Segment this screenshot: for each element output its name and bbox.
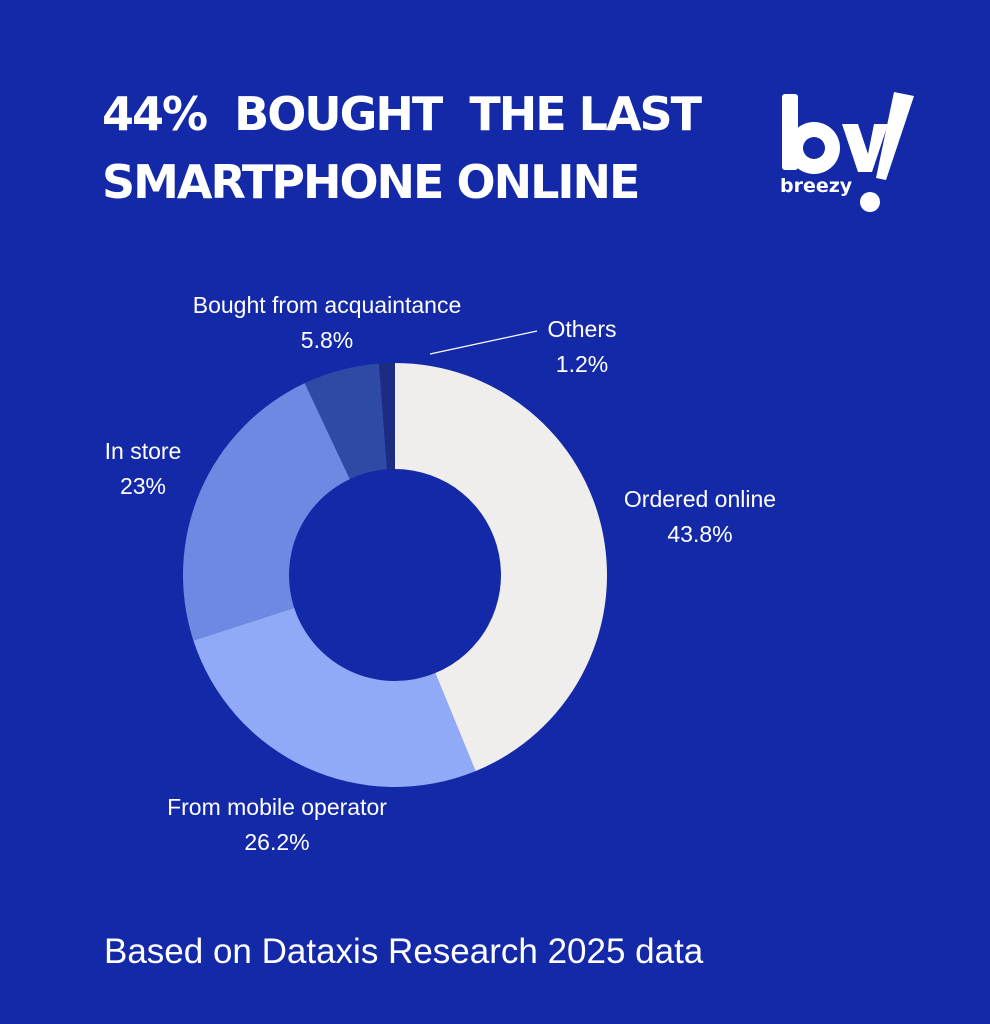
- value-in-store: 23%: [120, 473, 166, 499]
- label-others: Others: [547, 316, 616, 342]
- slice-from-mobile-operator: [193, 607, 476, 787]
- title-line-1: 44% BOUGHT THE LAST: [102, 87, 702, 141]
- donut-chart: Ordered online 43.8% From mobile operator 2…: [105, 292, 776, 855]
- logo-text: breezy: [780, 175, 853, 197]
- label-from-mobile-operator: From mobile operator: [167, 794, 387, 820]
- value-from-mobile-operator: 26.2%: [244, 829, 309, 855]
- value-others: 1.2%: [556, 351, 608, 377]
- slice-others: [379, 363, 395, 470]
- slice-in-store: [182, 383, 350, 641]
- label-in-store: In store: [105, 438, 182, 464]
- slice-ordered-online: [395, 363, 608, 772]
- source-note: Based on Dataxis Research 2025 data: [104, 932, 704, 971]
- breezy-logo-icon: breezy: [780, 92, 914, 212]
- leader-line-others: [429, 330, 538, 355]
- label-bought-from-acquaintance: Bought from acquaintance: [193, 292, 462, 318]
- label-ordered-online: Ordered online: [624, 486, 776, 512]
- value-bought-from-acquaintance: 5.8%: [301, 327, 353, 353]
- slice-bought-from-acquaintance: [304, 363, 388, 480]
- page-title: 44% BOUGHT THE LAST SMARTPHONE ONLINE: [102, 80, 742, 216]
- value-ordered-online: 43.8%: [667, 521, 732, 547]
- title-line-2: SMARTPHONE ONLINE: [102, 155, 640, 209]
